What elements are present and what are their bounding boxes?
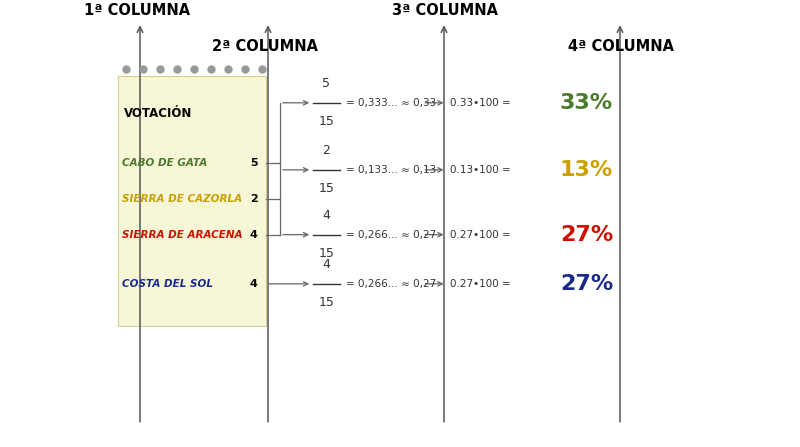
Text: = 0,133... ≈ 0,13: = 0,133... ≈ 0,13 (346, 165, 436, 175)
Text: 2ª COLUMNA: 2ª COLUMNA (212, 38, 318, 54)
Text: 4: 4 (322, 209, 330, 222)
Text: 5: 5 (322, 77, 330, 90)
Text: 5: 5 (250, 158, 258, 168)
Text: CABO DE GATA: CABO DE GATA (122, 158, 208, 168)
Text: 15: 15 (318, 115, 334, 128)
Text: 0.13•100 =: 0.13•100 = (450, 165, 510, 175)
Text: 4: 4 (250, 279, 258, 289)
Text: = 0,266... ≈ 0,27: = 0,266... ≈ 0,27 (346, 230, 436, 240)
Text: 0.33•100 =: 0.33•100 = (450, 98, 510, 108)
Text: 27%: 27% (560, 274, 614, 294)
Text: 4: 4 (250, 230, 258, 240)
Text: SIERRA DE ARACENA: SIERRA DE ARACENA (122, 230, 243, 240)
Text: 1ª COLUMNA: 1ª COLUMNA (84, 3, 190, 18)
Text: 0.27•100 =: 0.27•100 = (450, 230, 510, 240)
Text: 33%: 33% (560, 93, 613, 113)
Text: 15: 15 (318, 296, 334, 309)
Text: 13%: 13% (560, 160, 614, 180)
Text: 15: 15 (318, 182, 334, 195)
Text: SIERRA DE CAZORLA: SIERRA DE CAZORLA (122, 194, 242, 204)
Text: 27%: 27% (560, 225, 614, 245)
Text: 15: 15 (318, 247, 334, 260)
Bar (118, 76, 266, 326)
Text: COSTA DEL SOL: COSTA DEL SOL (122, 279, 214, 289)
Text: VOTACIÓN: VOTACIÓN (124, 107, 192, 121)
Text: = 0,266... ≈ 0,27: = 0,266... ≈ 0,27 (346, 279, 436, 289)
Text: 4ª COLUMNA: 4ª COLUMNA (568, 38, 674, 54)
Text: = 0,333... ≈ 0,33: = 0,333... ≈ 0,33 (346, 98, 436, 108)
Text: 3ª COLUMNA: 3ª COLUMNA (392, 3, 498, 18)
Text: 2: 2 (322, 144, 330, 157)
Text: 0.27•100 =: 0.27•100 = (450, 279, 510, 289)
Text: 4: 4 (322, 258, 330, 271)
Text: 2: 2 (250, 194, 258, 204)
